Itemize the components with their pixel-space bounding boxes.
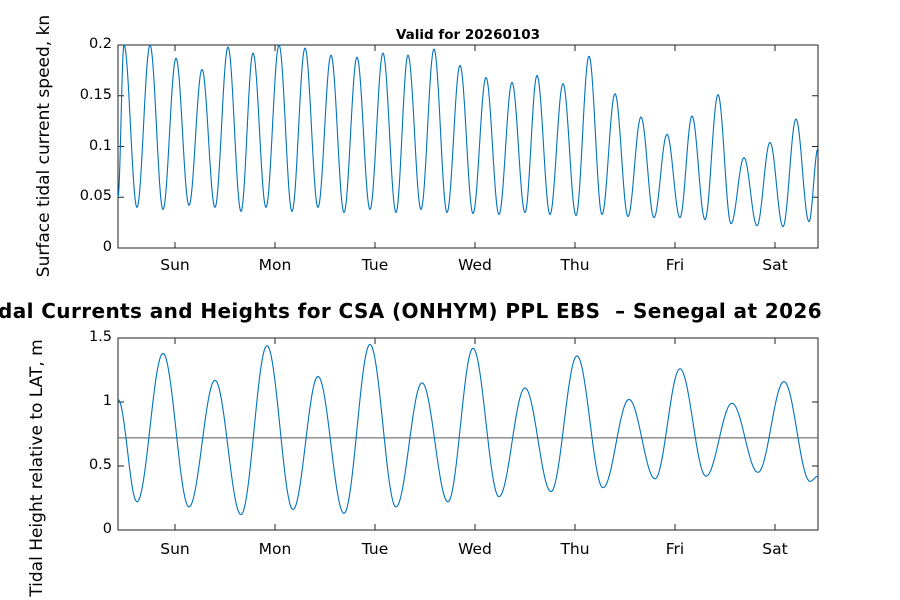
y-tick-label: 1 xyxy=(102,393,112,409)
x-tick-label: Mon xyxy=(258,256,292,274)
x-tick-label: Thu xyxy=(560,540,590,558)
y-tick-label: 0.2 xyxy=(88,36,112,52)
x-tick-label: Sun xyxy=(160,540,190,558)
x-tick-label: Fri xyxy=(665,540,685,558)
top-plot-title: Valid for 20260103 xyxy=(395,27,541,43)
bottom-y-axis-label: Tidal Height relative to LAT, m xyxy=(27,339,47,597)
y-tick-label: 0.05 xyxy=(79,188,112,205)
y-tick-label: 1.5 xyxy=(88,329,112,345)
tidal-height-line xyxy=(117,343,819,516)
x-tick-label: Wed xyxy=(458,540,492,558)
axis-box xyxy=(117,44,819,249)
x-tick-label: Mon xyxy=(258,540,292,558)
y-tick-label: 0.15 xyxy=(79,86,112,103)
y-tick-label: 0.1 xyxy=(88,137,112,154)
top-y-axis-label: Surface tidal current speed, kn xyxy=(34,14,54,278)
axis-box xyxy=(117,337,819,531)
x-tick-label: Fri xyxy=(665,256,685,274)
x-tick-label: Tue xyxy=(361,256,389,274)
y-tick-label: 0 xyxy=(102,521,112,537)
x-tick-label: Sat xyxy=(762,540,788,558)
y-tick-label: 0 xyxy=(102,239,112,255)
x-tick-label: Sat xyxy=(762,256,788,274)
x-tick-label: Thu xyxy=(560,256,590,274)
surface-tidal-current-speed-line xyxy=(117,44,819,228)
x-tick-label: Wed xyxy=(458,256,492,274)
x-tick-label: Sun xyxy=(160,256,190,274)
y-tick-label: 0.5 xyxy=(88,457,112,473)
x-tick-label: Tue xyxy=(361,540,389,558)
main-figure-title: dal Currents and Heights for CSA (ONHYM)… xyxy=(0,299,823,323)
